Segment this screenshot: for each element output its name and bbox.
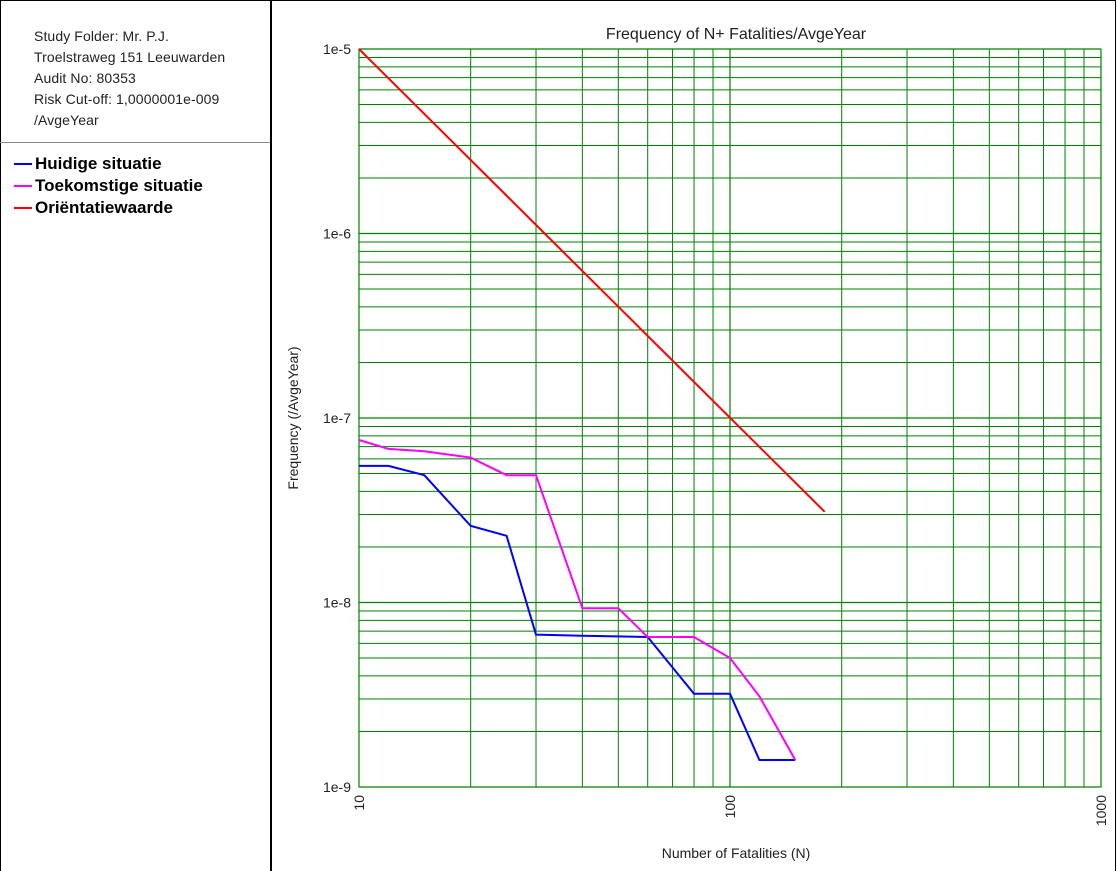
plot-area-border (358, 48, 1102, 788)
y-axis-label: Frequency (/AvgeYear) (285, 346, 301, 489)
y-tick-label: 1e-7 (323, 410, 351, 426)
risk-cutoff-unit-text: /AvgeYear (34, 112, 99, 128)
x-tick-label: 100 (722, 795, 738, 819)
study-location-text: Troelstraweg 151 Leeuwarden (34, 49, 226, 65)
legend-item-orientatiewaarde: Oriëntatiewaarde (14, 197, 203, 219)
x-tick-label: 10 (351, 795, 367, 811)
legend-item-huidige: Huidige situatie (14, 153, 203, 175)
legend-swatch (14, 185, 32, 187)
y-tick-label: 1e-8 (323, 595, 351, 611)
grid (358, 48, 1102, 788)
study-info: Study Folder: Mr. P.J. Troelstraweg 151 … (0, 0, 270, 143)
x-tick-label: 1000 (1093, 795, 1109, 826)
chart-title: Frequency of N+ Fatalities/AvgeYear (606, 26, 867, 43)
x-axis-label: Number of Fatalities (N) (662, 845, 811, 861)
left-panel: Study Folder: Mr. P.J. Troelstraweg 151 … (0, 0, 272, 871)
series-line-0 (359, 464, 796, 761)
study-folder-text: Study Folder: Mr. P.J. (34, 28, 169, 44)
y-tick-label: 1e-6 (323, 226, 351, 242)
series-line-1 (358, 439, 797, 761)
legend-label: Oriëntatiewaarde (35, 198, 173, 217)
series-layer (358, 48, 826, 761)
legend: Huidige situatie Toekomstige situatie Or… (14, 153, 203, 219)
legend-label: Toekomstige situatie (35, 176, 203, 195)
tick-labels: 1e-5 1e-6 1e-7 1e-8 1e-910 100 1000 (323, 41, 1109, 826)
risk-cutoff-text: Risk Cut-off: 1,0000001e-009 (34, 91, 220, 107)
y-tick-label: 1e-9 (323, 779, 351, 795)
legend-item-toekomstige: Toekomstige situatie (14, 175, 203, 197)
audit-number-text: Audit No: 80353 (34, 70, 136, 86)
legend-swatch (14, 163, 32, 165)
legend-label: Huidige situatie (35, 154, 162, 173)
y-tick-label: 1e-5 (323, 41, 351, 57)
series-line-2 (358, 48, 826, 513)
legend-swatch (14, 207, 32, 209)
